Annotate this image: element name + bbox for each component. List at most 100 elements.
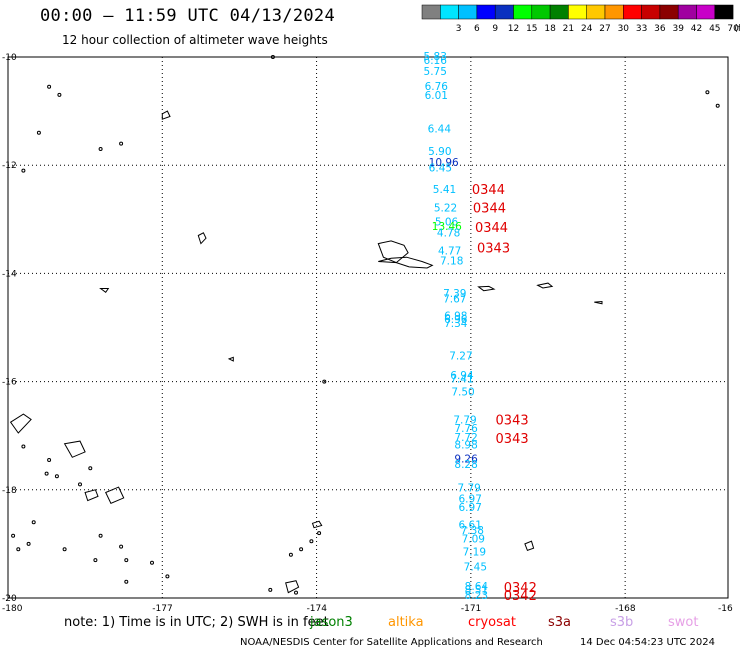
lon-label: -180 xyxy=(2,604,23,614)
swh-label: 7.76 xyxy=(454,423,478,435)
legend-swatch xyxy=(440,4,459,20)
swh-label: 8.23 xyxy=(465,590,488,602)
footer-note: note: 1) Time is in UTC; 2) SWH is in fe… xyxy=(64,615,329,630)
legend-unit: (ft) xyxy=(734,24,740,34)
islet xyxy=(150,560,154,565)
legend-tick-label: 45 xyxy=(709,24,720,34)
lat-label: -20 xyxy=(2,594,17,604)
swh-label: 6.44 xyxy=(428,123,452,135)
swh-label: 7.67 xyxy=(443,293,466,305)
island-upolu xyxy=(378,256,434,269)
swh-label: 7.34 xyxy=(444,318,468,330)
swh-label: 6.97 xyxy=(459,502,482,514)
legend-swatch xyxy=(458,4,478,20)
legend-tick-label: 27 xyxy=(599,24,610,34)
legend-tick-label: 42 xyxy=(691,24,702,34)
swh-label: 9.26 xyxy=(454,453,478,465)
island-manua xyxy=(536,282,554,289)
islet xyxy=(705,90,710,95)
map-subtitle: 12 hour collection of altimeter wave hei… xyxy=(62,33,328,47)
swh-label: 5.22 xyxy=(434,202,457,214)
legend-swatch xyxy=(531,4,551,20)
swh-label: 4.77 xyxy=(438,246,461,258)
satellite-legend-s3b: s3b xyxy=(610,615,633,630)
swh-label: 6.45 xyxy=(429,162,452,174)
swh-label: 6.01 xyxy=(425,90,448,102)
map-frame xyxy=(7,56,729,599)
swh-label: 6.61 xyxy=(459,519,482,531)
legend-swatch xyxy=(421,4,441,20)
lon-label: -177 xyxy=(152,604,172,614)
islet xyxy=(317,531,322,536)
swh-label: 7.39 xyxy=(443,288,466,300)
islet xyxy=(54,474,59,479)
island-niue xyxy=(524,540,535,552)
islet xyxy=(322,379,327,384)
swh-label: 7.79 xyxy=(453,414,476,426)
swh-label: 7.18 xyxy=(440,255,463,267)
lon-label: -168 xyxy=(615,604,636,614)
legend-tick-label: 24 xyxy=(581,24,593,34)
islet xyxy=(715,103,720,108)
swh-label: 7.41 xyxy=(450,373,473,385)
island-fiji-a xyxy=(9,413,32,434)
legend-swatch xyxy=(641,4,661,20)
islet xyxy=(270,55,275,59)
islet xyxy=(93,558,98,563)
island-ha-apai-a xyxy=(285,580,300,594)
islet xyxy=(16,547,21,552)
islet xyxy=(31,520,36,525)
legend-tick-label: 39 xyxy=(672,24,684,34)
legend-tick-label: 33 xyxy=(636,24,647,34)
legend-swatch xyxy=(549,4,569,20)
legend-tick-label: 36 xyxy=(654,24,666,34)
legend-tick-label: 9 xyxy=(492,24,498,34)
islet xyxy=(124,579,129,584)
satellite-legend-altika: altika xyxy=(388,615,424,630)
legend-tick-label: 12 xyxy=(508,24,519,34)
islet xyxy=(21,444,26,449)
islet xyxy=(98,533,103,538)
lon-label: -171 xyxy=(461,604,481,614)
swh-label: 8.51 xyxy=(465,584,488,596)
pass-time-label: 0343 xyxy=(496,432,529,447)
island-uvea xyxy=(99,288,110,294)
islet xyxy=(78,482,82,487)
satellite-legend-cryosat: cryosat xyxy=(468,615,516,630)
islet xyxy=(268,587,273,592)
legend-swatch xyxy=(604,4,624,20)
islet xyxy=(119,141,124,146)
lon-label: -16 xyxy=(718,604,733,614)
island-swains-a xyxy=(197,232,207,245)
satellite-legend-jason3: jason3 xyxy=(309,615,353,630)
island-fiji-b xyxy=(63,440,86,458)
island-fiji-d xyxy=(84,489,99,502)
islet xyxy=(294,590,298,595)
lat-label: -16 xyxy=(2,378,17,388)
swh-label: 5.90 xyxy=(428,146,451,158)
swh-label: 5.41 xyxy=(433,184,456,196)
swh-label: 5.75 xyxy=(424,66,447,78)
islet xyxy=(299,547,304,552)
islet xyxy=(21,168,26,173)
legend-tick-label: 21 xyxy=(563,24,574,34)
swh-label: 6.16 xyxy=(424,55,448,67)
swh-label: 7.50 xyxy=(451,386,474,398)
satellite-legend-swot: swot xyxy=(668,615,698,630)
islet xyxy=(62,547,67,552)
pass-time-label: 0344 xyxy=(472,183,505,198)
swh-label: 5.06 xyxy=(435,216,459,228)
islet xyxy=(98,147,103,151)
legend-tick-label: 18 xyxy=(544,24,556,34)
legend-swatch xyxy=(476,4,496,20)
swh-label: 7.27 xyxy=(449,351,472,363)
islet xyxy=(36,130,41,135)
swh-label: 8.98 xyxy=(454,439,477,451)
pass-time-label: 0344 xyxy=(473,201,506,216)
pass-time-label: 0344 xyxy=(475,221,508,236)
swh-label: 6.97 xyxy=(459,493,482,505)
legend-swatch xyxy=(623,4,642,20)
islet xyxy=(44,471,49,476)
swh-label: 6.98 xyxy=(444,311,467,323)
pass-time-label: 0342 xyxy=(504,581,537,596)
